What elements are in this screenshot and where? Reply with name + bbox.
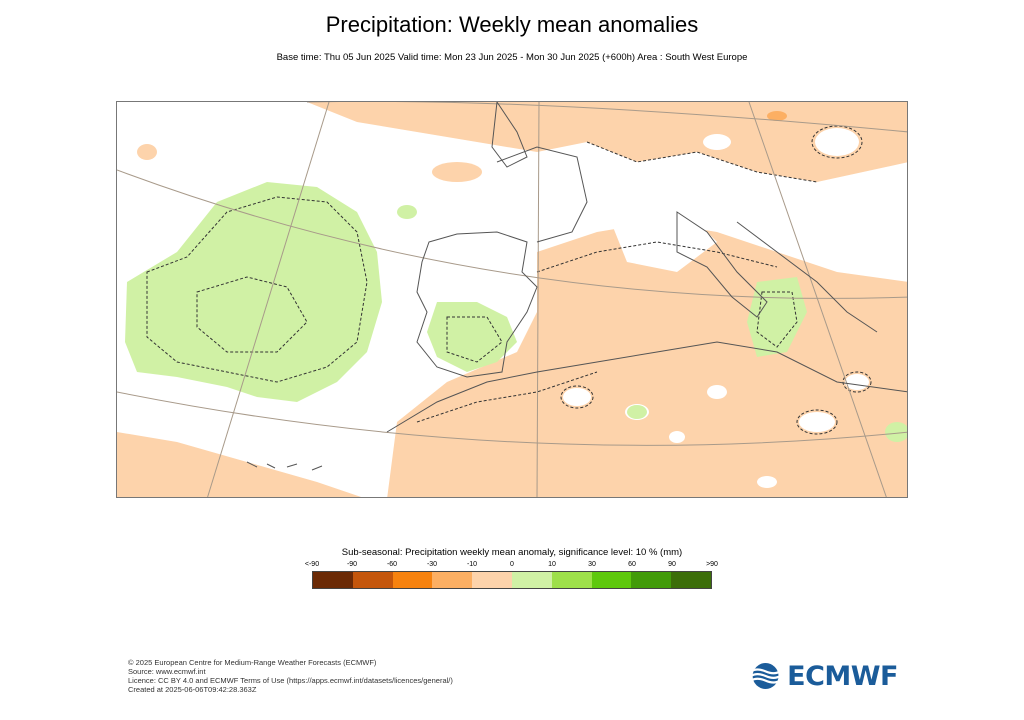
legend-labels: <-90 -90 -60 -30 -10 0 10 30 60 90 >90 xyxy=(305,561,718,571)
ecmwf-logo-text: ECMWF xyxy=(787,660,898,692)
ecmwf-logo: ECMWF xyxy=(748,660,898,692)
footer-licence: Licence: CC BY 4.0 and ECMWF Terms of Us… xyxy=(128,676,453,685)
legend-label: >90 xyxy=(706,561,718,568)
coastlines xyxy=(246,102,907,471)
small-positive-blob-1 xyxy=(397,205,417,219)
strong-negative-patch xyxy=(767,111,787,121)
chart-subtitle: Base time: Thu 05 Jun 2025 Valid time: M… xyxy=(276,52,748,63)
significance-contours xyxy=(146,125,872,435)
balkans-coast xyxy=(736,221,878,333)
legend-label: 60 xyxy=(628,561,636,568)
footer-source: Source: www.ecmwf.int xyxy=(128,667,206,676)
legend-swatch xyxy=(511,572,552,588)
map-canvas xyxy=(117,102,907,497)
legend-label: -30 xyxy=(426,561,438,568)
legend-colorbar xyxy=(312,571,712,589)
legend-label: -60 xyxy=(386,561,398,568)
legend-label: 0 xyxy=(510,561,514,568)
legend-label: <-90 xyxy=(304,561,320,568)
footer-copyright: © 2025 European Centre for Medium-Range … xyxy=(128,658,377,667)
north-africa-coast xyxy=(386,341,907,433)
chart-title: Precipitation: Weekly mean anomalies xyxy=(325,12,699,37)
legend-swatch xyxy=(352,572,393,588)
legend-label: -10 xyxy=(466,561,478,568)
iberia-coast xyxy=(416,231,538,378)
legend-swatch xyxy=(472,572,512,588)
graticule xyxy=(117,102,907,497)
small-positive-blob-3 xyxy=(885,422,907,442)
west-negative-area xyxy=(117,432,362,497)
legend-label: 90 xyxy=(668,561,676,568)
footer: © 2025 European Centre for Medium-Range … xyxy=(128,658,453,694)
atlantic-positive-area xyxy=(125,182,382,402)
uk-coast xyxy=(491,102,528,168)
footer-created: Created at 2025-06-06T09:42:28.363Z xyxy=(128,685,257,694)
legend-swatch xyxy=(392,572,433,588)
legend-label: 10 xyxy=(548,561,556,568)
anomaly-map xyxy=(116,101,908,498)
atlantic-negative-blob xyxy=(432,162,482,182)
france-coast xyxy=(496,146,588,243)
ecmwf-logo-icon xyxy=(750,663,781,689)
canary-islands xyxy=(246,461,323,471)
neutral-holes xyxy=(417,128,869,488)
iberia-positive-area xyxy=(427,302,517,372)
legend-label: -90 xyxy=(346,561,358,568)
legend-label: 30 xyxy=(588,561,596,568)
legend-swatch xyxy=(313,572,353,588)
legend-swatch xyxy=(551,572,592,588)
legend-swatch xyxy=(591,572,632,588)
small-positive-blob-2 xyxy=(627,405,647,419)
north-negative-area xyxy=(307,102,907,182)
legend-title: Sub-seasonal: Precipitation weekly mean … xyxy=(341,547,683,558)
legend-swatch xyxy=(671,572,711,588)
legend-swatch xyxy=(631,572,672,588)
legend-swatch xyxy=(432,572,473,588)
small-negative-blob xyxy=(137,144,157,160)
italy-coast xyxy=(676,211,768,318)
